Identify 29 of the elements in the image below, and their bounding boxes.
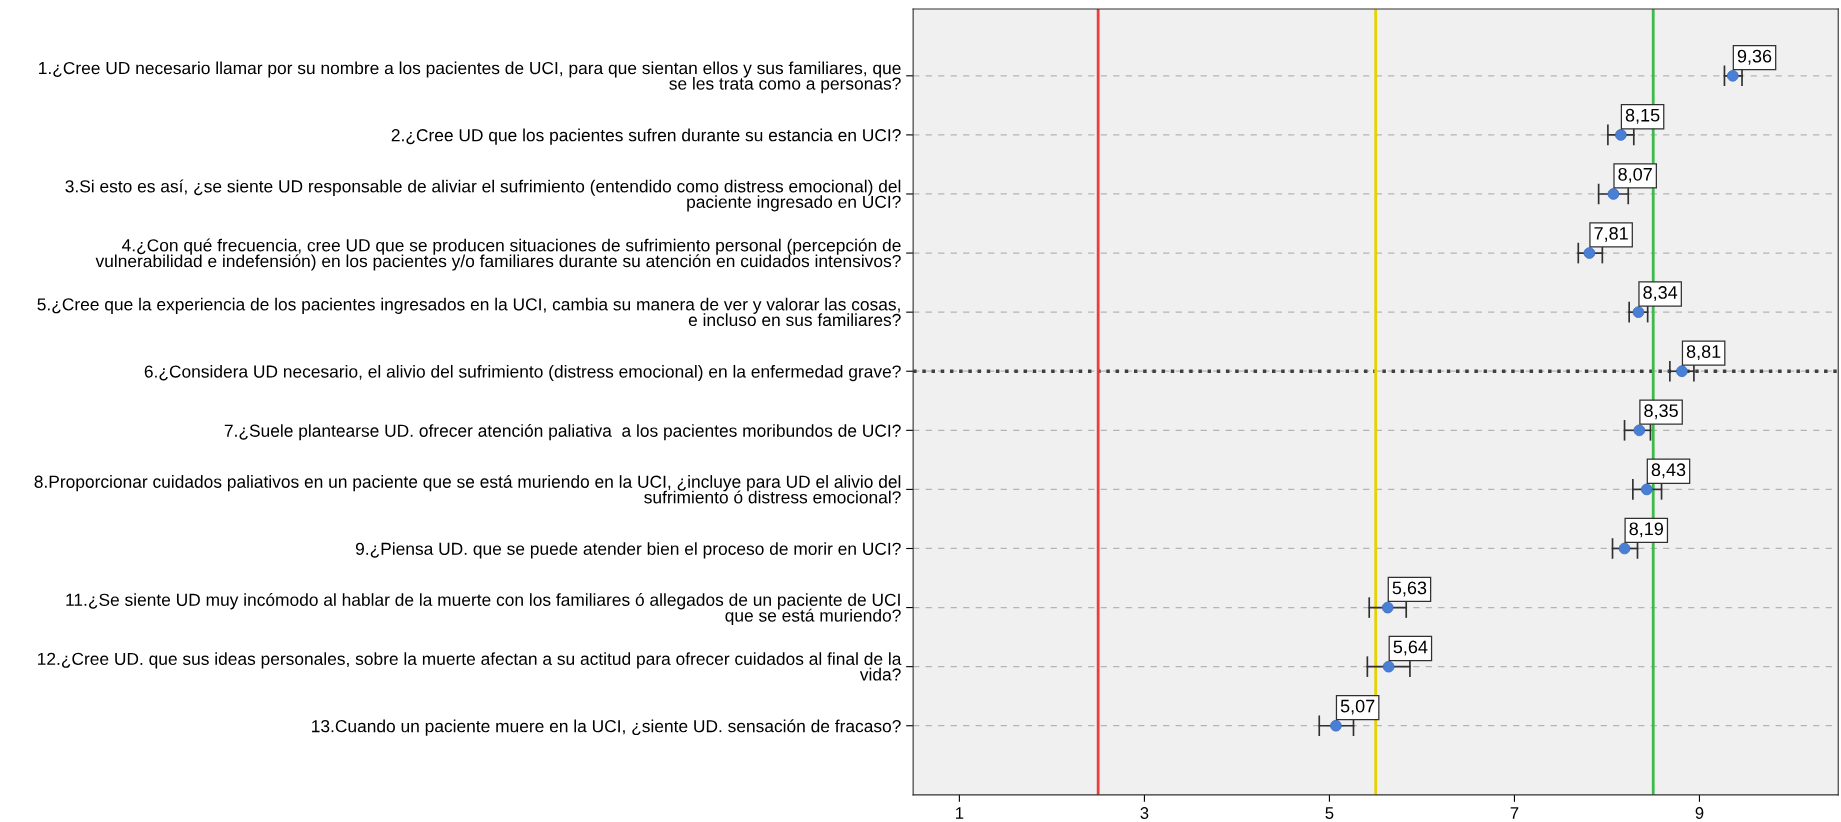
data-label: 8,34 xyxy=(1643,286,1678,301)
data-label: 5,07 xyxy=(1340,699,1375,715)
data-label: 5,63 xyxy=(1392,581,1427,597)
y-tick-label: 1.¿Cree UD necesario llamar por su nombre a los pacientes de UCI, para que sientan ellos y sus familiares, que se les trata como a personas? xyxy=(39,61,901,94)
x-tick-label: 1 xyxy=(956,807,964,819)
y-tick-label: 8.Proporcionar cuidados paliativos en un paciente que se está muriendo en la UCI, ¿incluye para UD el alivio del sufrimiento ó distress emocional? xyxy=(34,474,901,504)
y-tick-label: 4.¿Con qué frecuencia, cree UD que se producen situaciones de sufrimiento personal (percepción de vulnerabilidad e indefensión) en los pacientes y/o familiares durante su atención en cuidados intensivos? xyxy=(95,238,901,271)
data-label: 8,07 xyxy=(1618,167,1652,183)
data-label: 9,36 xyxy=(1737,49,1772,65)
data-label: 8,15 xyxy=(1625,108,1660,124)
x-tick-label: 7 xyxy=(1510,807,1519,819)
data-label: 8,81 xyxy=(1686,345,1721,361)
y-tick-label: 2.¿Cree UD que los pacientes sufren durante su estancia en UCI? xyxy=(391,128,901,145)
y-tick-label: 3.Si esto es así, ¿se siente UD responsable de aliviar el sufrimiento (entendido como distress emocional) del paciente ingresado en UCI? xyxy=(65,179,901,212)
data-label: 8,35 xyxy=(1644,404,1678,420)
data-label: 5,64 xyxy=(1393,640,1428,656)
y-tick-label: 12.¿Cree UD. que sus ideas personales, sobre la muerte afectan a su actitud para ofrecer cuidados al final de la vida? xyxy=(38,652,902,681)
data-label: 7,81 xyxy=(1594,226,1628,242)
y-tick-label: 7.¿Suele plantearse UD. ofrecer atención paliativa a los pacientes moribundos de UCI? xyxy=(224,423,901,441)
y-tick-label: 5.¿Cree que la experiencia de los pacientes ingresados en la UCI, cambia su manera de ver y valorar las cosas, e incluso en sus familiares? xyxy=(37,297,901,327)
x-tick-label: 3 xyxy=(1140,807,1149,819)
y-tick-label: 11.¿Se siente UD muy incómodo al hablar de la muerte con los familiares ó allegados de un paciente de UCI que se está muriendo? xyxy=(66,592,901,626)
data-label: 8,19 xyxy=(1629,522,1663,538)
y-tick-label: 13.Cuando un paciente muere en la UCI, ¿siente UD. sensación de fracaso? xyxy=(312,719,901,736)
y-tick-label: 9.¿Piensa UD. que se puede atender bien el proceso de morir en UCI? xyxy=(355,542,901,559)
x-tick-label: 5 xyxy=(1325,807,1334,819)
x-tick-label: 9 xyxy=(1695,807,1704,819)
data-label: 8,43 xyxy=(1651,463,1686,479)
y-tick-label: 6.¿Considera UD necesario, el alivio del sufrimiento (distress emocional) en la enfermedad grave? xyxy=(144,364,901,382)
